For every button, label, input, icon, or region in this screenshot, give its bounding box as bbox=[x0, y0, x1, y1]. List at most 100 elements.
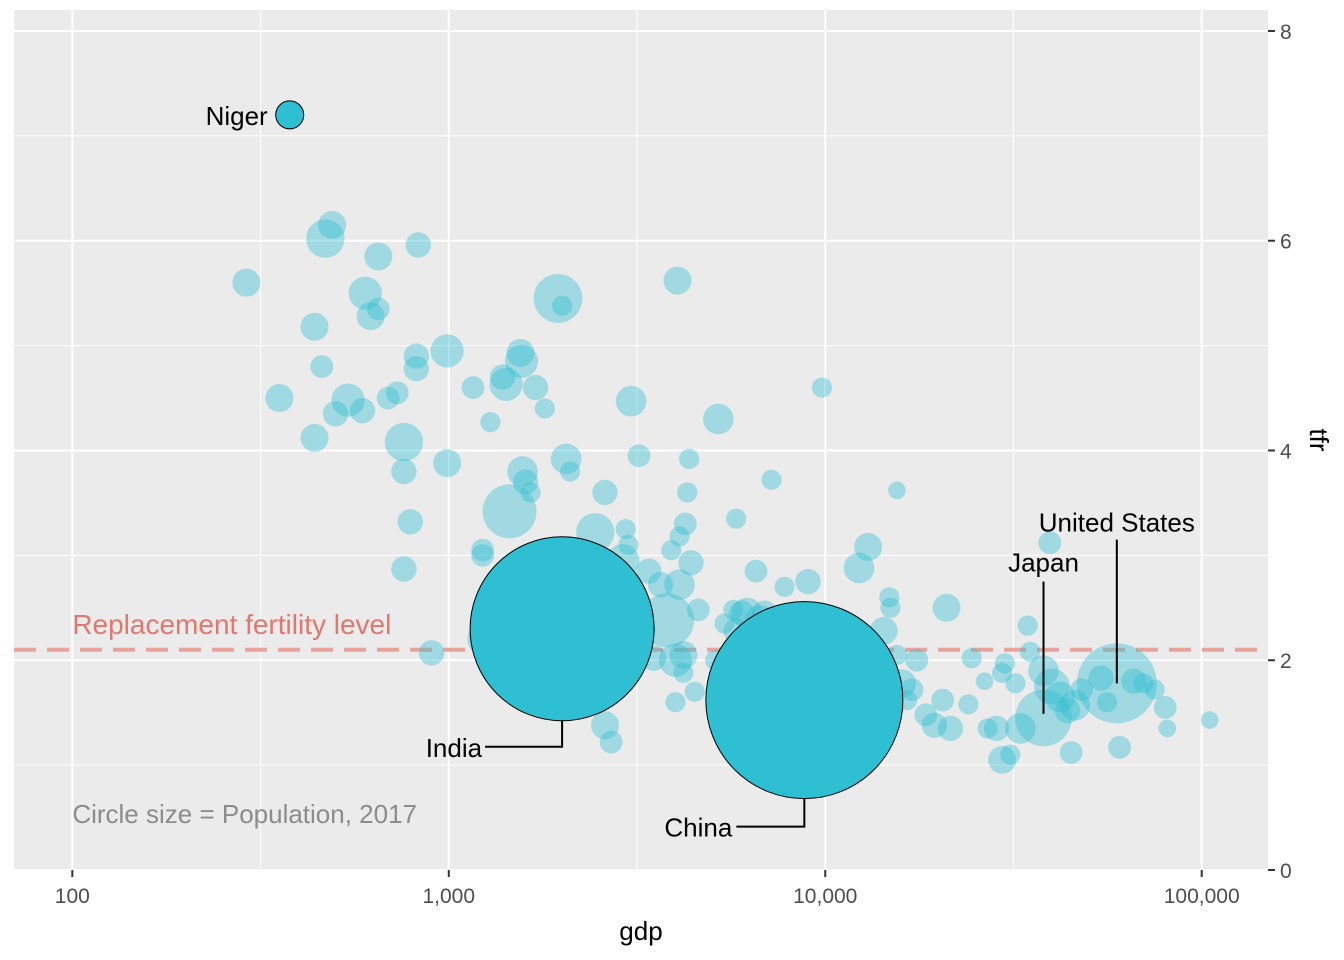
country-point bbox=[664, 569, 695, 601]
country-point bbox=[504, 344, 539, 378]
country-point bbox=[677, 482, 698, 503]
country-point bbox=[932, 593, 961, 622]
country-point bbox=[921, 712, 948, 738]
country-point bbox=[349, 397, 376, 424]
country-point bbox=[534, 398, 555, 419]
country-point bbox=[489, 364, 516, 390]
x-tick-label: 100 bbox=[55, 885, 90, 908]
leader-line bbox=[736, 798, 806, 828]
label-leader-lines bbox=[485, 539, 1118, 828]
country-point bbox=[310, 355, 334, 378]
country-point bbox=[1005, 673, 1026, 694]
country-point bbox=[931, 688, 955, 712]
country-point bbox=[306, 219, 345, 258]
country-point bbox=[1133, 673, 1154, 694]
y-tick-label: 8 bbox=[1280, 21, 1292, 44]
label-china: China bbox=[664, 813, 732, 843]
country-point bbox=[627, 444, 651, 468]
x-tick-label: 10,000 bbox=[793, 885, 857, 908]
country-point bbox=[961, 648, 982, 669]
country-point bbox=[937, 715, 964, 742]
country-point bbox=[1144, 679, 1165, 700]
x-axis-ticks: 100 1,000 10,000 100,000 bbox=[55, 870, 1240, 908]
x-tick-label: 100,000 bbox=[1164, 885, 1240, 908]
x-axis-title: gdp bbox=[619, 916, 662, 946]
country-point bbox=[384, 422, 424, 462]
country-point bbox=[703, 403, 734, 435]
highlighted-country-labels: Niger India China Japan United States bbox=[206, 101, 1195, 843]
country-point bbox=[854, 532, 883, 561]
country-point bbox=[888, 481, 906, 500]
country-point bbox=[975, 672, 994, 691]
country-point bbox=[403, 355, 430, 382]
country-point bbox=[506, 338, 535, 367]
country-point bbox=[592, 479, 618, 506]
country-point bbox=[1121, 668, 1147, 694]
country-point bbox=[265, 384, 294, 413]
country-point bbox=[433, 449, 462, 478]
country-point bbox=[385, 381, 409, 405]
y-tick-label: 0 bbox=[1280, 860, 1292, 883]
country-point bbox=[994, 653, 1015, 674]
country-point bbox=[507, 456, 538, 487]
country-point bbox=[512, 469, 539, 495]
country-point bbox=[461, 376, 485, 399]
country-point bbox=[686, 598, 710, 622]
minor-gridlines bbox=[14, 10, 1268, 870]
country-point bbox=[356, 302, 385, 331]
country-point bbox=[761, 469, 782, 490]
highlight-point-india bbox=[469, 536, 655, 722]
country-point bbox=[403, 343, 430, 369]
y-tick-label: 4 bbox=[1280, 440, 1292, 463]
country-point bbox=[726, 508, 747, 529]
country-point bbox=[366, 297, 390, 321]
country-point bbox=[1019, 641, 1041, 662]
country-point bbox=[550, 443, 582, 475]
country-point bbox=[663, 266, 692, 295]
label-niger: Niger bbox=[206, 101, 268, 131]
country-point bbox=[480, 412, 501, 433]
country-point bbox=[880, 597, 901, 618]
country-point bbox=[1038, 531, 1062, 555]
country-point bbox=[520, 482, 541, 503]
country-point bbox=[958, 694, 979, 715]
country-point bbox=[482, 484, 537, 539]
country-point bbox=[1108, 735, 1131, 759]
x-tick-label: 1,000 bbox=[422, 885, 475, 908]
country-point bbox=[1044, 681, 1076, 713]
country-point bbox=[300, 423, 329, 452]
country-point bbox=[636, 558, 662, 584]
country-point bbox=[1059, 741, 1083, 764]
y-tick-label: 2 bbox=[1280, 650, 1292, 673]
country-point bbox=[1088, 665, 1114, 691]
country-point bbox=[843, 552, 875, 584]
circle-size-caption: Circle size = Population, 2017 bbox=[72, 799, 417, 829]
country-point bbox=[1070, 678, 1094, 702]
country-point bbox=[774, 576, 795, 597]
country-point bbox=[714, 613, 735, 634]
country-point bbox=[522, 374, 549, 401]
country-point bbox=[615, 385, 647, 417]
country-point bbox=[430, 334, 464, 368]
country-point bbox=[591, 711, 620, 740]
country-point bbox=[391, 556, 417, 582]
country-point bbox=[1054, 697, 1081, 724]
replacement-fertility-label: Replacement fertility level bbox=[72, 609, 391, 640]
country-point bbox=[673, 512, 697, 536]
leader-line bbox=[485, 720, 564, 748]
country-point bbox=[1096, 692, 1118, 713]
country-point bbox=[900, 678, 924, 702]
country-point bbox=[1153, 696, 1177, 719]
country-point bbox=[615, 519, 636, 540]
country-point bbox=[684, 681, 705, 702]
label-japan: Japan bbox=[1008, 548, 1079, 578]
highlight-point-china bbox=[705, 601, 904, 800]
y-axis-title: tfr bbox=[1304, 428, 1334, 451]
country-point bbox=[232, 268, 261, 297]
country-point bbox=[397, 509, 423, 535]
country-point bbox=[559, 461, 581, 482]
label-united-states: United States bbox=[1039, 508, 1195, 538]
country-point bbox=[318, 211, 347, 239]
country-point bbox=[669, 526, 690, 547]
